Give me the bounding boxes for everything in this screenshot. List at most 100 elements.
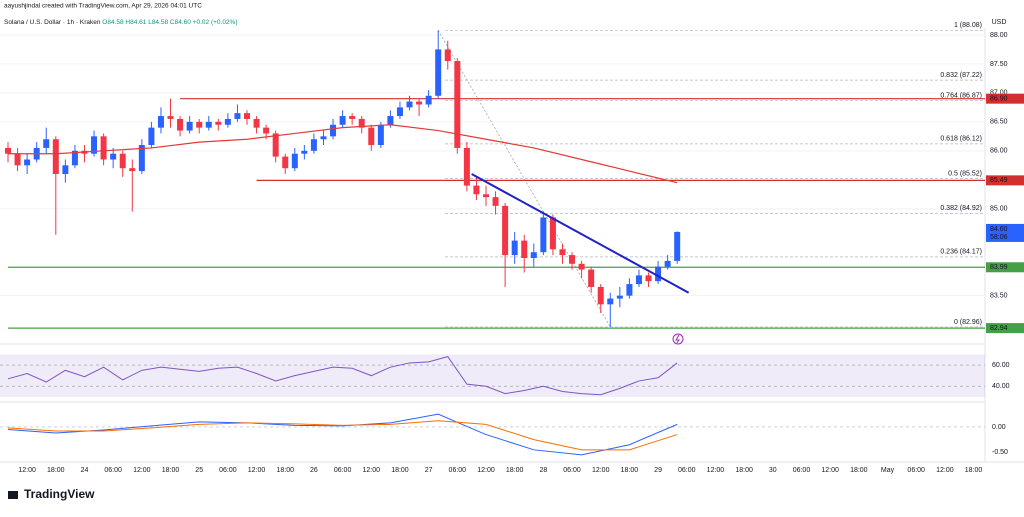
candle-body (71, 150, 78, 166)
x-tick-label: 12:00 (133, 467, 151, 474)
candle-body (387, 116, 394, 125)
legend-h: H84.61 (125, 19, 146, 26)
y-tick-label: 85.00 (990, 206, 1008, 213)
candle-body (454, 61, 461, 148)
x-tick-label: 12:00 (821, 467, 839, 474)
candle-body (138, 145, 145, 172)
x-tick-label: 18:00 (965, 467, 983, 474)
x-tick-label: 12:00 (18, 467, 36, 474)
x-tick-label: 29 (654, 467, 662, 474)
x-tick-label: 25 (195, 467, 203, 474)
candle-body (110, 153, 117, 160)
y-tick-label: 86.50 (990, 119, 1008, 126)
last-price-box (986, 223, 1024, 242)
candle-body (483, 194, 489, 198)
candle-body (473, 185, 480, 195)
candle-body (148, 127, 155, 146)
candle-body (339, 116, 346, 125)
candle-body (14, 153, 21, 166)
fib-label: 0.618 (86.12) (940, 136, 982, 143)
candle-body (626, 284, 633, 296)
y-tick-label: 86.00 (990, 148, 1008, 155)
x-tick-label: 18:00 (47, 467, 65, 474)
y-tick-label: 83.50 (990, 292, 1008, 299)
trendline (471, 173, 690, 294)
rsi-line (7, 356, 678, 396)
legend-l: L84.58 (148, 19, 168, 26)
currency: USD (992, 19, 1007, 26)
candle-body (196, 121, 203, 128)
candle-body (272, 133, 279, 157)
fib-label: 0.832 (87.22) (940, 72, 982, 79)
fib-label: 0.5 (85.52) (948, 170, 982, 177)
x-tick-label: 27 (425, 467, 433, 474)
candle-body (511, 240, 518, 256)
event-icon (672, 333, 684, 345)
legend-o: O84.58 (102, 19, 124, 26)
candle-body (244, 113, 250, 119)
macd-tick-label: 0.00 (992, 424, 1006, 431)
candle-body (444, 49, 451, 62)
candle-body (157, 116, 164, 128)
x-tick-label: 24 (81, 467, 89, 474)
candle-body (645, 275, 652, 282)
x-tick-label: 18:00 (391, 467, 409, 474)
candle-body (91, 136, 98, 154)
candle-body (43, 139, 50, 148)
x-tick-label: 06:00 (678, 467, 696, 474)
candle-body (521, 240, 528, 258)
x-tick-label: 12:00 (592, 467, 610, 474)
candle-body (416, 101, 423, 105)
candle-body (234, 113, 241, 119)
rsi-tick-label: 60.00 (992, 362, 1010, 369)
candle-body (616, 295, 623, 299)
x-tick-label: 06:00 (793, 467, 811, 474)
candle-body (358, 118, 365, 128)
credit: aayushjindal created with TradingView.co… (4, 3, 202, 10)
x-tick-label: 12:00 (363, 467, 381, 474)
candle-body (320, 136, 327, 140)
candle-body (310, 139, 317, 151)
x-tick-label: 18:00 (621, 467, 639, 474)
candle-body (253, 118, 260, 128)
fib-label: 1 (88.08) (954, 22, 982, 29)
candle-body (5, 147, 11, 154)
x-tick-label: 18:00 (162, 467, 180, 474)
level-box (986, 262, 1024, 273)
candle-body (167, 116, 174, 119)
last-price-label: 84.60 (990, 226, 1008, 233)
candle-body (502, 205, 509, 256)
event-icon (675, 334, 680, 344)
candle-body (186, 121, 193, 131)
candle-body (578, 263, 585, 270)
macd-tick-label: -0.50 (992, 449, 1008, 456)
candle-body (129, 168, 136, 172)
candle-body (205, 121, 212, 128)
level-box (986, 323, 1024, 334)
candle-body (559, 249, 566, 256)
candle-body (62, 165, 69, 174)
rsi-tick-label: 40.00 (992, 383, 1010, 390)
x-tick-label: 06:00 (104, 467, 122, 474)
x-tick-label: 18:00 (735, 467, 753, 474)
candle-body (301, 150, 308, 154)
fib-label: 0 (82.96) (954, 319, 982, 326)
candle-body (492, 197, 499, 206)
y-tick-label: 88.00 (990, 32, 1008, 39)
candle-body (435, 49, 442, 96)
candle-body (607, 298, 614, 305)
x-tick-label: 30 (769, 467, 777, 474)
candle-body (263, 127, 270, 134)
legend-change: +0.02 (+0.02%) (193, 19, 238, 26)
candle-body (177, 118, 184, 131)
fib-label: 0.764 (86.87) (940, 92, 982, 99)
candle-body (569, 255, 576, 264)
legend-symbol: Solana / U.S. Dollar · 1h · Kraken O84.5… (4, 19, 238, 26)
macd-line (7, 420, 678, 451)
candle-body (674, 231, 681, 261)
candle-body (463, 147, 470, 186)
candle-body (406, 101, 413, 108)
